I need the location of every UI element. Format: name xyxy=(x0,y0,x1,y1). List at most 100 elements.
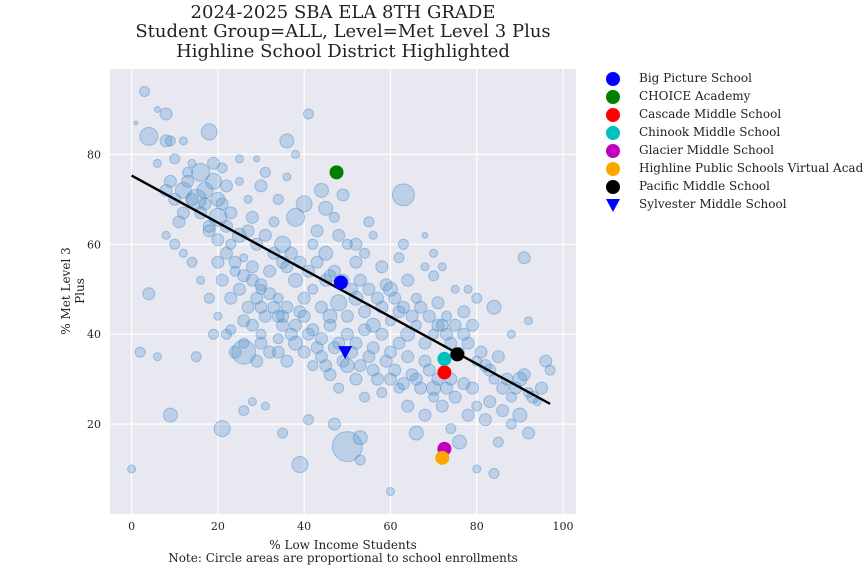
school-point xyxy=(534,381,548,395)
school-point xyxy=(196,275,206,285)
school-point xyxy=(401,350,415,364)
school-point xyxy=(225,324,237,336)
legend-marker-icon xyxy=(606,126,620,140)
school-point xyxy=(216,162,228,174)
school-point xyxy=(302,414,314,426)
school-point xyxy=(178,248,188,258)
circle-marker-icon xyxy=(606,180,620,194)
school-point xyxy=(203,292,215,304)
school-point xyxy=(512,407,528,423)
school-point xyxy=(280,354,294,368)
school-point xyxy=(371,291,385,305)
school-point xyxy=(224,206,238,220)
legend-item: Glacier Middle School xyxy=(606,142,856,160)
school-point xyxy=(153,105,161,113)
school-point xyxy=(383,372,397,386)
school-point xyxy=(133,120,139,126)
chart-title-line-2: Student Group=ALL, Level=Met Level 3 Plu… xyxy=(135,21,551,42)
school-point xyxy=(211,233,225,247)
school-point xyxy=(314,332,328,346)
school-point xyxy=(176,206,190,220)
school-point xyxy=(319,359,333,373)
school-point xyxy=(440,381,454,395)
legend-item: Highline Public Schools Virtual Academy xyxy=(606,160,864,178)
school-point xyxy=(178,136,188,146)
school-point xyxy=(353,359,367,373)
school-point xyxy=(291,149,301,159)
school-point xyxy=(327,417,341,431)
school-point xyxy=(354,454,366,466)
trend-line-group xyxy=(130,174,551,405)
school-point xyxy=(241,224,255,238)
school-point xyxy=(258,228,272,242)
school-point xyxy=(322,308,338,324)
school-point xyxy=(420,262,430,272)
school-point xyxy=(471,400,483,412)
school-point xyxy=(306,323,320,337)
school-point xyxy=(405,368,419,382)
school-point xyxy=(496,404,510,418)
y-tick-label: 80 xyxy=(87,148,101,161)
school-point xyxy=(505,418,517,430)
school-point xyxy=(418,354,432,368)
school-point xyxy=(313,182,329,198)
school-point xyxy=(310,255,324,269)
school-point xyxy=(457,305,471,319)
school-point xyxy=(445,423,457,435)
school-point xyxy=(174,181,192,199)
school-point xyxy=(418,408,432,422)
school-point xyxy=(349,336,363,350)
school-point xyxy=(448,318,462,332)
circle-marker-icon xyxy=(606,144,620,158)
school-point xyxy=(302,108,314,120)
school-point xyxy=(471,292,483,304)
school-point xyxy=(328,211,340,223)
school-point xyxy=(276,309,290,323)
school-point xyxy=(428,270,440,282)
school-point xyxy=(254,336,268,350)
school-point xyxy=(142,287,156,301)
school-point xyxy=(392,305,406,319)
school-point xyxy=(231,339,257,365)
school-point xyxy=(232,282,246,296)
school-point xyxy=(267,300,281,314)
school-point xyxy=(314,300,328,314)
school-point xyxy=(401,399,415,413)
school-point xyxy=(392,336,406,350)
school-point xyxy=(365,317,381,333)
school-point xyxy=(282,172,292,182)
legend-item: CHOICE Academy xyxy=(606,88,856,106)
school-point xyxy=(196,181,214,199)
school-point xyxy=(241,300,255,314)
x-tick-label: 40 xyxy=(297,520,311,533)
y-tick-label: 20 xyxy=(87,418,101,431)
school-point xyxy=(202,224,216,238)
school-point xyxy=(205,172,223,190)
school-point xyxy=(457,327,471,341)
school-point xyxy=(220,246,233,260)
school-point xyxy=(274,235,292,253)
school-point xyxy=(198,197,212,211)
school-point xyxy=(349,372,363,386)
school-point xyxy=(539,354,553,368)
school-point xyxy=(152,158,162,168)
x-tick-label: 0 xyxy=(128,520,135,533)
school-point xyxy=(237,269,251,283)
x-tick-label: 20 xyxy=(211,520,225,533)
school-point xyxy=(340,309,354,323)
school-point xyxy=(245,273,259,287)
school-point xyxy=(323,269,337,283)
legend-item: Chinook Middle School xyxy=(606,124,856,142)
school-point xyxy=(366,341,380,355)
school-point xyxy=(276,318,290,332)
school-point xyxy=(524,316,534,326)
legend-marker-icon xyxy=(606,162,620,176)
school-point xyxy=(210,191,226,207)
school-point xyxy=(272,333,284,345)
school-point xyxy=(258,309,272,323)
y-tick-label: 60 xyxy=(87,238,101,251)
school-point xyxy=(234,154,244,164)
school-point xyxy=(362,282,376,296)
school-point xyxy=(358,323,372,337)
school-point xyxy=(379,354,393,368)
